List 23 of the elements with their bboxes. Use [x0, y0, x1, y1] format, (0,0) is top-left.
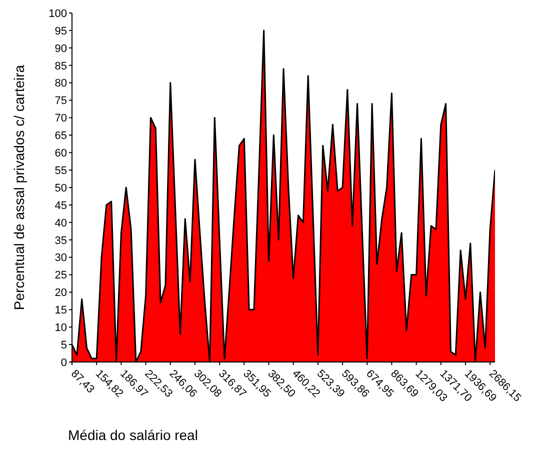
y-tick-label: 30 [54, 252, 67, 264]
y-tick-label: 20 [54, 287, 67, 300]
y-tick-label: 40 [54, 217, 67, 230]
y-tick-label: 95 [54, 25, 67, 38]
y-tick-label: 55 [54, 164, 67, 177]
y-tick-label: 45 [54, 200, 67, 212]
y-tick-label: 15 [54, 304, 67, 317]
y-axis-title: Percentual de assal privados c/ carteira [11, 64, 27, 310]
y-tick-label: 10 [54, 322, 67, 334]
y-tick-label: 85 [54, 60, 67, 72]
y-tick-label: 50 [54, 182, 67, 194]
x-axis-title: Média do salário real [68, 427, 198, 443]
y-tick-label: 75 [54, 95, 67, 108]
y-tick-label: 70 [54, 112, 67, 125]
y-tick-label: 25 [54, 270, 67, 282]
y-tick-label: 65 [54, 130, 67, 142]
y-tick-label: 90 [54, 42, 67, 55]
y-tick-label: 5 [60, 339, 67, 352]
y-tick-label: 80 [54, 78, 67, 90]
y-tick-label: 35 [54, 234, 67, 247]
y-tick-label: 0 [60, 356, 67, 369]
y-tick-label: 60 [54, 148, 67, 160]
y-tick-label: 100 [48, 8, 67, 20]
